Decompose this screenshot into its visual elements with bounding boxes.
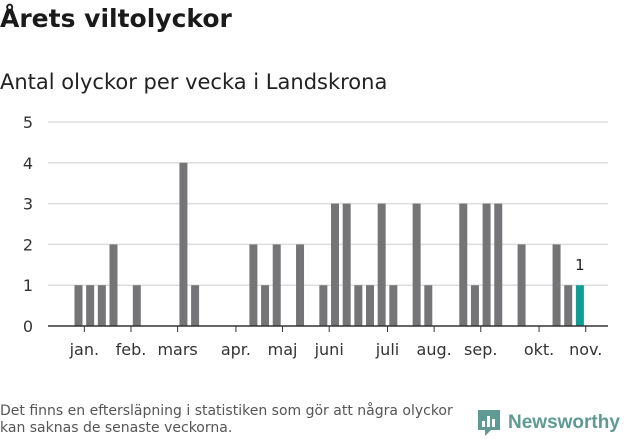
chart-title: Årets viltolyckor: [0, 4, 232, 33]
x-tick-label: feb.: [116, 340, 147, 359]
bar: [132, 285, 141, 326]
x-tick-label: sep.: [464, 340, 497, 359]
bar: [331, 203, 340, 326]
x-tick-label: jan.: [69, 340, 99, 359]
bar: [517, 244, 526, 326]
data-label: 1: [575, 256, 585, 274]
bar: [74, 285, 83, 326]
bar: [377, 203, 386, 326]
brand-logo[interactable]: Newsworthy: [476, 408, 620, 438]
bar: [424, 285, 433, 326]
bar-chart: 0 1 2 3 4 5 1 jan. feb. mars apr. maj juni juli aug. se…: [23, 113, 608, 359]
bar: [342, 203, 351, 326]
bar: [564, 285, 573, 326]
x-tick-label: apr.: [221, 340, 251, 359]
y-tick-label: 3: [23, 195, 33, 214]
bar: [272, 244, 281, 326]
x-tick-label: juli: [375, 340, 399, 359]
y-tick-label: 0: [23, 317, 33, 336]
bar-highlight: [575, 285, 584, 326]
bar: [249, 244, 258, 326]
bar: [354, 285, 363, 326]
bar: [366, 285, 374, 326]
x-tick-label: nov.: [569, 340, 602, 359]
bar: [109, 244, 118, 326]
bar: [389, 285, 398, 326]
x-tick-label: aug.: [417, 340, 452, 359]
x-tick-label: juni: [314, 340, 344, 359]
chart-subtitle: Antal olyckor per vecka i Landskrona: [0, 70, 388, 94]
newsworthy-logo-icon: [478, 410, 500, 436]
bar: [482, 203, 491, 326]
bar: [459, 203, 468, 326]
bar: [412, 203, 421, 326]
footnote: Det finns en eftersläpning i statistiken…: [0, 403, 453, 436]
bar: [319, 285, 328, 326]
bar: [494, 203, 503, 326]
bar: [296, 244, 305, 326]
bar: [86, 285, 95, 326]
bar: [191, 285, 200, 326]
y-tick-label: 4: [23, 154, 33, 173]
x-tick-label: maj: [268, 340, 298, 359]
y-tick-label: 2: [23, 235, 33, 254]
x-tick-label: mars: [157, 340, 197, 359]
bar: [470, 285, 479, 326]
bar: [552, 244, 561, 326]
bar: [179, 162, 188, 326]
bar: [97, 285, 106, 326]
y-tick-label: 5: [23, 113, 33, 132]
y-tick-label: 1: [23, 276, 33, 295]
x-tick-label: okt.: [524, 340, 554, 359]
bar: [261, 285, 270, 326]
brand-name: Newsworthy: [508, 412, 620, 433]
